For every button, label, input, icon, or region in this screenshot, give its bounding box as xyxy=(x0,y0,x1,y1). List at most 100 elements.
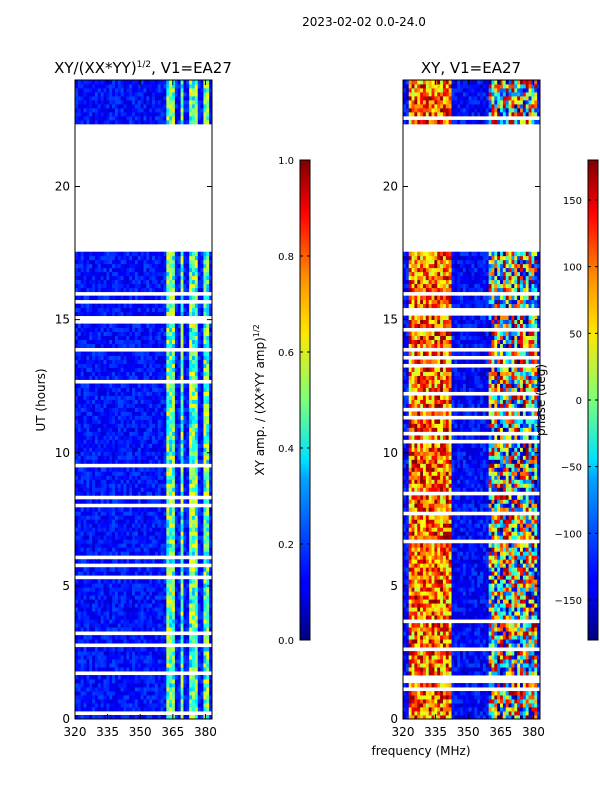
panel1-cell xyxy=(100,543,105,548)
panel1-cell xyxy=(177,331,182,336)
panel1-cell xyxy=(114,251,119,257)
panel1-cell xyxy=(169,487,173,492)
panel1-cell xyxy=(137,539,142,544)
panel1-cell xyxy=(89,443,93,448)
panel1-cell xyxy=(126,451,130,456)
panel1-cell xyxy=(80,479,85,484)
panel1-cell xyxy=(97,255,102,261)
panel1-cell xyxy=(106,271,110,277)
panel1-cell xyxy=(140,699,145,704)
panel1-cell xyxy=(109,623,113,628)
panel1-cell xyxy=(112,535,116,540)
panel1-cell xyxy=(209,547,212,552)
panel1-cell xyxy=(109,527,113,532)
panel1-cell xyxy=(146,383,150,388)
panel1-cell xyxy=(160,419,165,424)
panel1-cell xyxy=(189,119,193,125)
panel1-cell xyxy=(77,251,82,257)
panel1-cell xyxy=(77,667,82,672)
panel1-cell xyxy=(209,415,212,420)
panel1-cell xyxy=(137,615,142,620)
panel1-cell xyxy=(192,527,196,532)
panel1-cell xyxy=(163,427,167,432)
panel1-cell xyxy=(177,707,182,712)
panel1-cell xyxy=(114,403,119,408)
panel1-cell xyxy=(132,675,136,680)
panel1-cell xyxy=(160,679,165,684)
panel1-cell xyxy=(92,351,96,356)
panel1-cell xyxy=(103,343,107,348)
panel1-cell xyxy=(152,483,156,488)
panel1-cell xyxy=(172,691,176,696)
panel1-cell xyxy=(86,471,90,476)
panel1-cell xyxy=(112,391,116,396)
panel1-cell xyxy=(197,263,202,269)
panel1-cell xyxy=(203,471,207,476)
panel1-cell xyxy=(186,615,190,620)
panel1-cell xyxy=(177,335,182,340)
panel1-cell xyxy=(112,627,116,632)
panel1-cell xyxy=(146,655,150,660)
panel1-cell xyxy=(129,695,133,700)
panel1-cell xyxy=(163,619,167,624)
panel1-cell xyxy=(146,251,150,257)
panel1-cell xyxy=(75,535,79,540)
panel1-cell xyxy=(186,651,190,656)
panel1-cell xyxy=(166,499,170,504)
panel1-cell xyxy=(183,447,187,452)
panel1-cell xyxy=(149,559,153,564)
panel1-cell xyxy=(114,607,119,612)
panel1-cell xyxy=(189,491,193,496)
panel1-cell xyxy=(152,351,156,356)
panel1-cell xyxy=(186,515,190,520)
panel1-cell xyxy=(146,407,150,412)
panel1-cell xyxy=(134,399,139,404)
panel1-cell xyxy=(97,355,102,360)
panel1-cell xyxy=(129,659,133,664)
panel1-cell xyxy=(92,655,96,660)
panel1-cell xyxy=(143,531,147,536)
panel1-cell xyxy=(174,411,179,416)
panel1-cell xyxy=(194,715,199,719)
panel1-cell xyxy=(97,271,102,277)
panel1-cell xyxy=(177,659,182,664)
panel1-cell xyxy=(200,583,205,588)
panel1-cell xyxy=(186,523,190,528)
panel1-cell xyxy=(132,611,136,616)
panel1-cell xyxy=(166,703,170,708)
panel1-cell xyxy=(114,391,119,396)
panel1-cell xyxy=(80,443,85,448)
panel1-cell xyxy=(189,115,193,121)
panel1-cell xyxy=(209,307,212,313)
panel1-cell xyxy=(203,307,207,313)
panel1-cell xyxy=(152,567,156,572)
panel1-cell xyxy=(100,407,105,412)
panel1-cell xyxy=(86,655,90,660)
panel1-cell xyxy=(117,675,122,680)
panel1-cell xyxy=(163,447,167,452)
panel1-cell xyxy=(200,459,205,464)
panel1-cell xyxy=(123,591,127,596)
panel1-cell xyxy=(183,295,187,301)
panel1-cell xyxy=(137,699,142,704)
panel1-cell xyxy=(80,435,85,440)
panel1-cell xyxy=(160,707,165,712)
panel1-cell xyxy=(169,715,173,719)
panel1-cell xyxy=(200,407,205,412)
panel1-cell xyxy=(83,327,88,332)
panel1-cell xyxy=(177,599,182,604)
panel1-cell xyxy=(137,323,142,329)
panel1-cell xyxy=(189,599,193,604)
panel1-cell xyxy=(160,327,165,332)
panel1-cell xyxy=(129,415,133,420)
panel1-cell xyxy=(149,475,153,480)
panel1-cell xyxy=(152,535,156,540)
panel1-cell xyxy=(206,527,210,532)
panel1-cell xyxy=(83,295,88,301)
panel1-cell xyxy=(126,255,130,261)
panel1-cell xyxy=(180,647,185,652)
panel1-cell xyxy=(192,611,196,616)
panel1-cell xyxy=(86,663,90,668)
panel1-cell xyxy=(172,331,176,336)
panel1-cell xyxy=(80,571,85,576)
